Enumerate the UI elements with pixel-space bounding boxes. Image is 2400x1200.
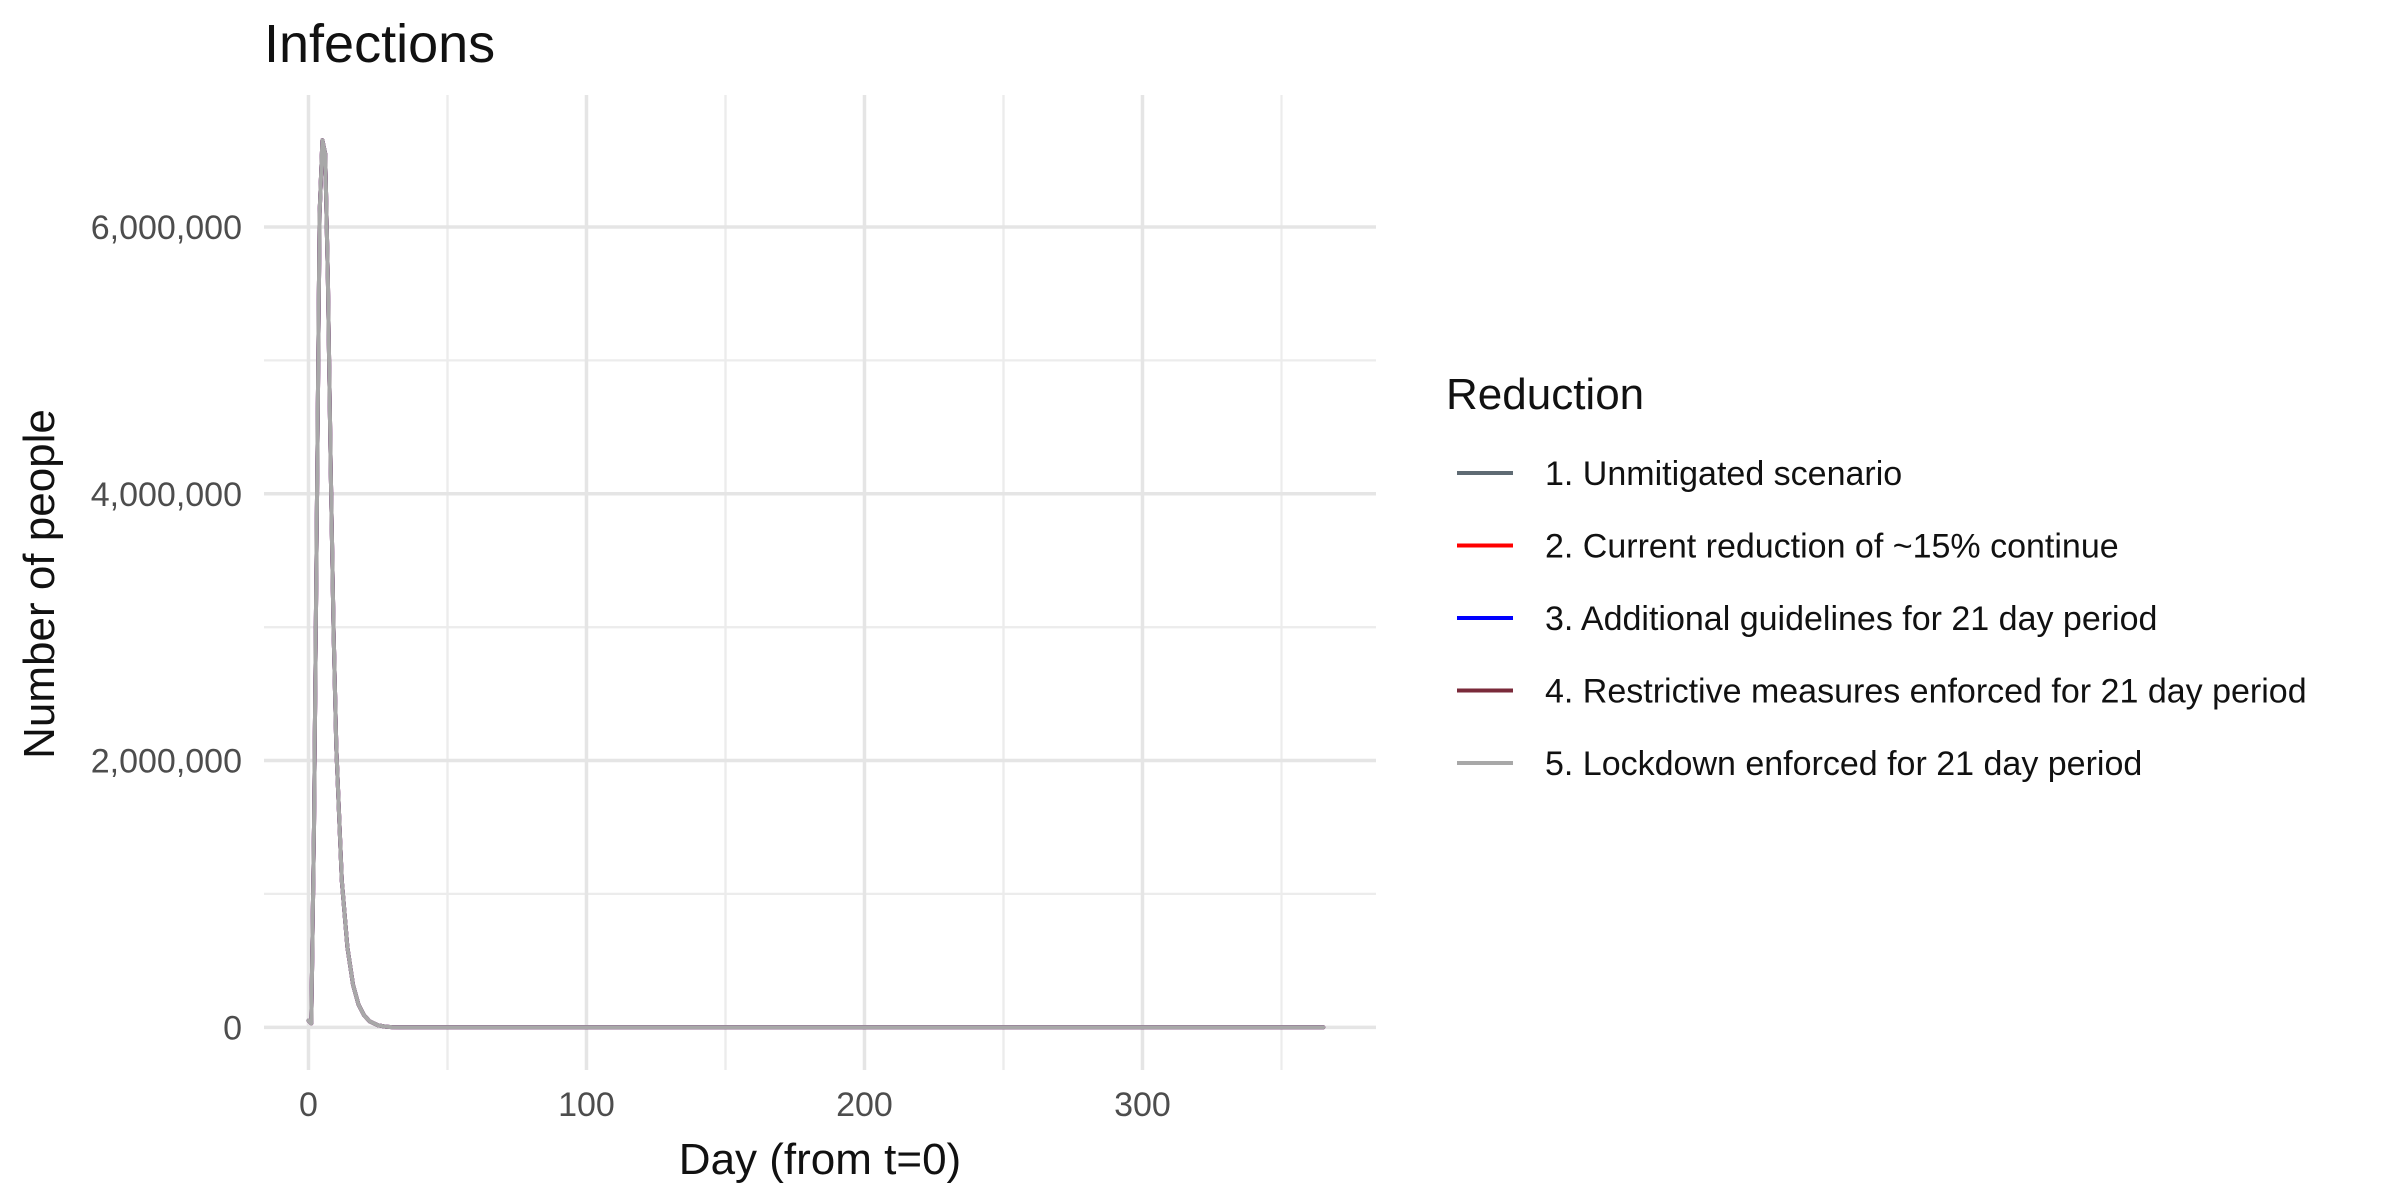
legend-label-1: 1. Unmitigated scenario [1545,455,1902,493]
legend-items: 1. Unmitigated scenario 2. Current reduct… [1457,455,2307,783]
x-tick-label: 200 [836,1086,893,1124]
grid [264,95,1376,1070]
y-tick-label: 4,000,000 [91,476,242,514]
x-tick-label: 300 [1114,1086,1171,1124]
y-tick-label: 6,000,000 [91,209,242,247]
series-lines [306,138,1326,1030]
legend: Reduction 1. Unmitigated scenario 2. Curr… [1446,370,2307,783]
legend-title: Reduction [1446,370,1644,419]
series-line-5 [306,138,1326,1030]
y-axis-tick-labels: 0 2,000,000 4,000,000 6,000,000 [91,209,242,1047]
y-tick-label: 0 [223,1009,242,1047]
legend-label-4: 4. Restrictive measures enforced for 21 … [1545,673,2307,711]
x-axis-tick-labels: 0 100 200 300 [299,1086,1171,1124]
y-axis-title: Number of people [15,409,64,759]
legend-label-5: 5. Lockdown enforced for 21 day period [1545,745,2142,783]
x-tick-label: 100 [558,1086,615,1124]
y-tick-label: 2,000,000 [91,743,242,781]
x-tick-label: 0 [299,1086,318,1124]
chart-title: Infections [264,14,495,74]
legend-label-3: 3. Additional guidelines for 21 day peri… [1545,600,2157,638]
x-axis-title: Day (from t=0) [679,1135,961,1184]
legend-label-2: 2. Current reduction of ~15% continue [1545,528,2119,566]
